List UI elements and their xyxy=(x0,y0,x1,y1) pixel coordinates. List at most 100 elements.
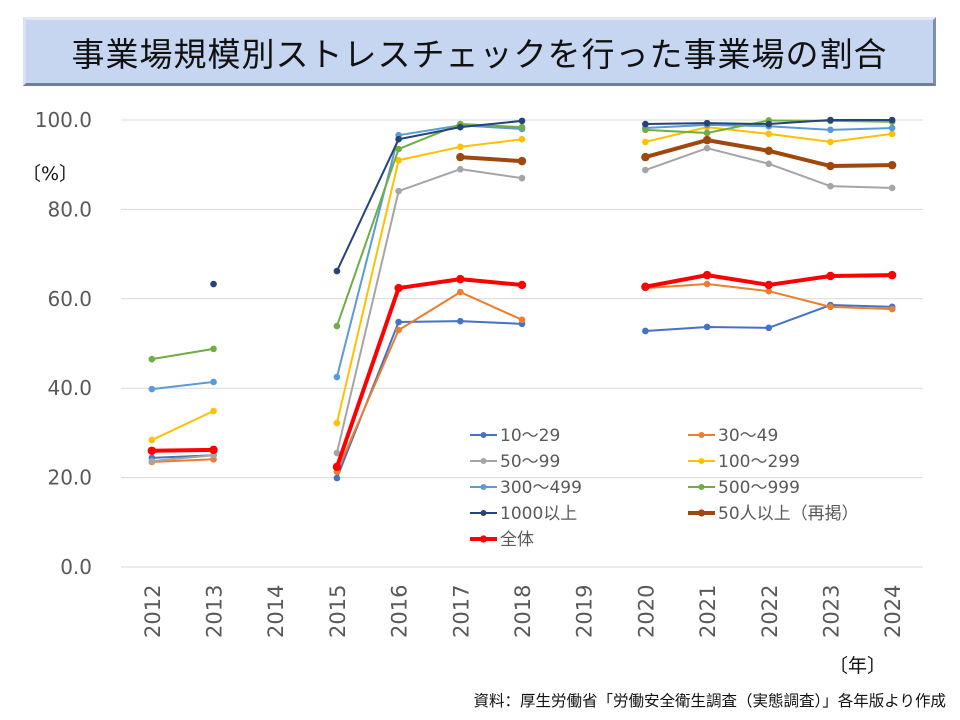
data-point xyxy=(457,317,464,325)
data-point xyxy=(457,288,464,296)
x-axis-ticks: 2012 2013 2014 2015 2016 2017 2018 2019 2020 2021… xyxy=(141,585,905,638)
series-line xyxy=(151,454,214,463)
legend-item: 全体 xyxy=(470,530,534,550)
legend-label: 500〜999 xyxy=(718,478,800,498)
legend-item: 10〜29 xyxy=(470,426,560,446)
legend-label: 100〜299 xyxy=(718,452,800,472)
legend-item: 30〜49 xyxy=(688,426,778,446)
data-point xyxy=(395,187,402,195)
data-point xyxy=(210,345,217,353)
data-point xyxy=(395,318,402,326)
series-line xyxy=(335,138,523,424)
x-tick-label: 2020 xyxy=(634,585,658,638)
series-group xyxy=(147,116,897,482)
legend-label: 50〜99 xyxy=(500,452,560,472)
y-tick-label: 60.0 xyxy=(47,287,92,311)
data-point xyxy=(642,126,649,134)
data-point xyxy=(888,305,896,313)
legend-label: 30〜49 xyxy=(718,426,778,446)
data-point xyxy=(394,283,403,293)
x-tick-label: 2023 xyxy=(819,585,843,638)
y-tick-label: 0.0 xyxy=(60,555,92,579)
series-line xyxy=(335,168,523,454)
data-point xyxy=(827,303,834,311)
x-tick-label: 2024 xyxy=(881,585,905,638)
data-point xyxy=(457,123,464,131)
data-point xyxy=(764,146,773,156)
series-5 xyxy=(148,117,896,363)
data-point xyxy=(456,152,465,162)
data-point xyxy=(518,123,526,131)
data-point xyxy=(456,274,465,284)
x-tick-label: 2018 xyxy=(511,585,535,638)
legend-label: 50人以上（再掲） xyxy=(718,504,859,524)
x-tick-label: 2012 xyxy=(141,585,165,638)
data-point xyxy=(827,126,834,134)
series-line xyxy=(335,277,523,468)
data-point xyxy=(333,373,341,381)
data-point xyxy=(888,116,896,124)
x-tick-label: 2013 xyxy=(203,585,227,638)
series-8 xyxy=(147,270,897,472)
data-point xyxy=(395,145,402,153)
series-7 xyxy=(456,135,897,171)
x-tick-label: 2017 xyxy=(449,585,473,638)
data-point xyxy=(888,130,896,138)
title-banner: 事業場規模別ストレスチェックを行った事業場の割合 xyxy=(23,17,936,86)
data-point xyxy=(827,116,834,124)
data-point xyxy=(765,130,773,138)
series-line xyxy=(151,347,214,361)
data-point xyxy=(826,161,835,171)
y-tick-label: 40.0 xyxy=(47,376,92,400)
legend-swatch-marker xyxy=(479,535,488,543)
data-point xyxy=(642,120,649,128)
x-tick-label: 2021 xyxy=(696,585,720,638)
y-tick-label: 80.0 xyxy=(47,197,92,221)
data-point xyxy=(827,182,834,190)
legend-swatch-marker xyxy=(698,458,705,464)
data-point xyxy=(642,166,649,174)
legend-swatch-marker xyxy=(480,432,487,438)
data-point xyxy=(702,270,712,280)
series-6 xyxy=(210,116,896,288)
legend-swatch-marker xyxy=(698,432,705,438)
data-point xyxy=(333,322,341,330)
data-point xyxy=(826,271,835,281)
x-tick-label: 2022 xyxy=(758,585,782,638)
series-line xyxy=(335,320,523,479)
legend-item: 300〜499 xyxy=(470,478,582,498)
series-line xyxy=(151,380,214,391)
legend-swatch-marker xyxy=(480,510,487,516)
data-point xyxy=(518,174,526,182)
data-point xyxy=(333,419,341,427)
chart-title: 事業場規模別ストレスチェックを行った事業場の割合 xyxy=(71,34,888,74)
data-point xyxy=(641,152,650,162)
data-point xyxy=(148,385,156,393)
series-line xyxy=(151,410,214,441)
data-point xyxy=(765,160,773,168)
data-point xyxy=(332,462,342,472)
data-point xyxy=(703,280,711,288)
series-line xyxy=(460,155,523,164)
y-tick-label: 20.0 xyxy=(47,466,92,490)
legend-label: 300〜499 xyxy=(500,478,582,498)
x-tick-label: 2015 xyxy=(326,585,350,638)
x-tick-label: 2019 xyxy=(573,585,597,638)
legend-item: 100〜299 xyxy=(688,452,800,472)
data-point xyxy=(517,156,527,166)
series-line xyxy=(151,447,214,453)
data-point xyxy=(333,449,341,457)
data-point xyxy=(148,457,156,465)
data-point xyxy=(887,160,897,170)
data-point xyxy=(210,378,217,386)
legend-swatch-marker xyxy=(698,484,705,490)
data-point xyxy=(210,280,217,288)
legend-item: 50〜99 xyxy=(470,452,560,472)
legend: 10〜29 30〜49 50〜99 100〜299 300〜499 500〜999 1000… xyxy=(470,426,859,550)
data-point xyxy=(147,446,157,455)
legend-label: 10〜29 xyxy=(500,426,560,446)
data-point xyxy=(210,407,217,415)
series-1 xyxy=(148,280,896,476)
data-point xyxy=(395,135,402,143)
